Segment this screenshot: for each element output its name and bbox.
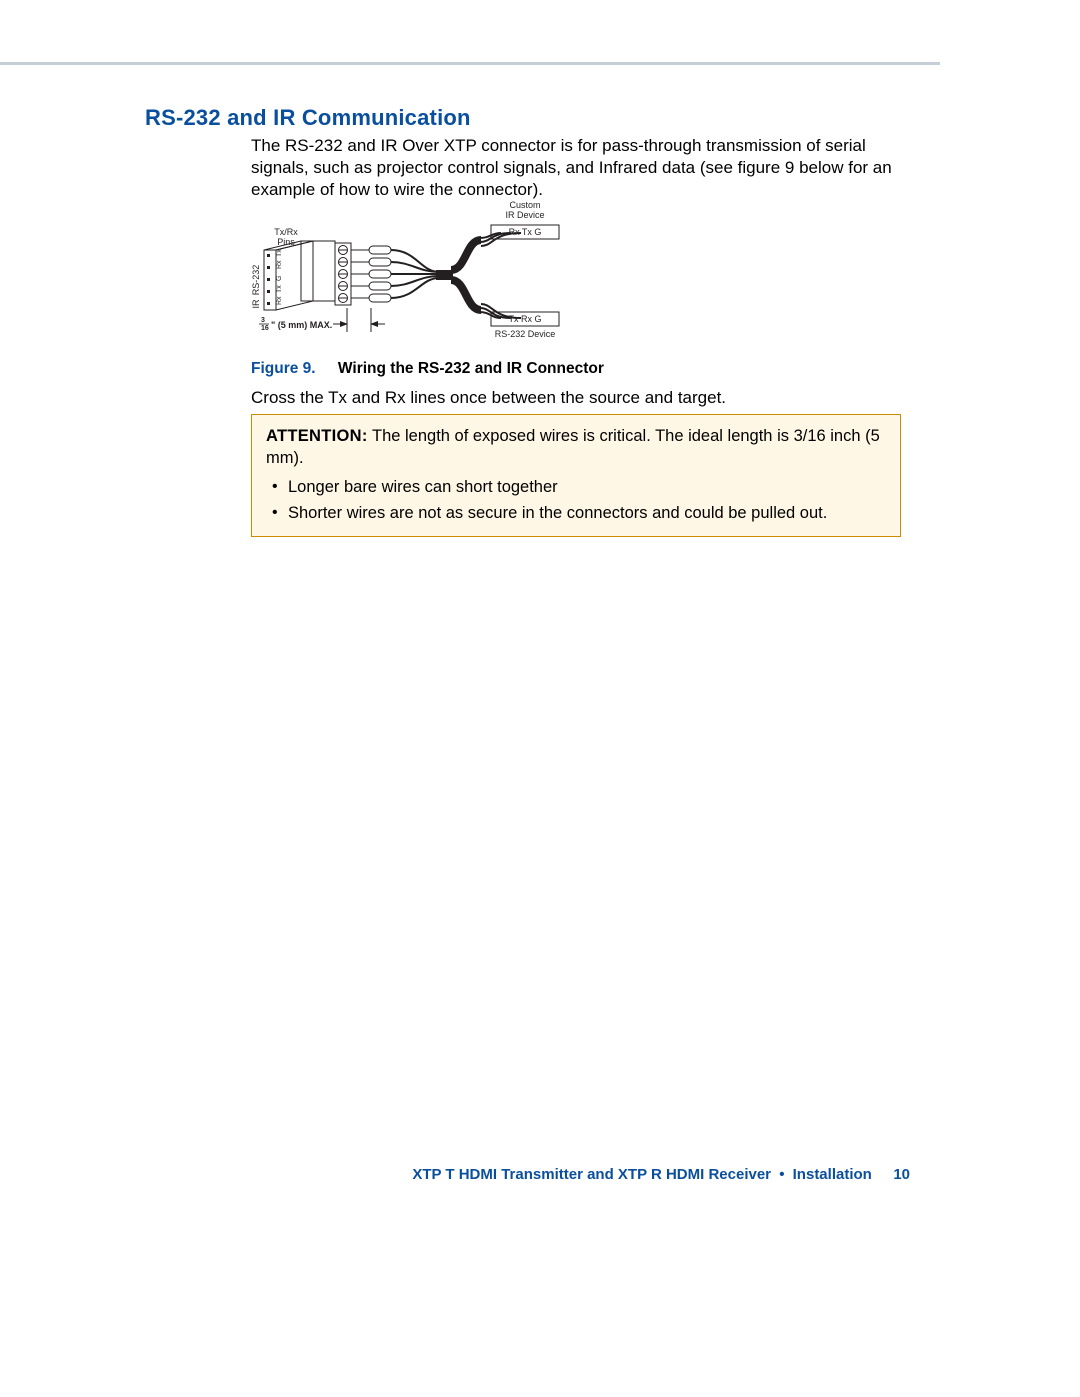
footer-dot: • (779, 1166, 784, 1183)
figure-title: Wiring the RS-232 and IR Connector (338, 360, 604, 377)
footer-product: XTP T HDMI Transmitter and XTP R HDMI Re… (412, 1166, 771, 1183)
attention-bullet-list: Longer bare wires can short together Sho… (266, 476, 886, 525)
figure-number: Figure 9. (251, 360, 316, 377)
label-txrx-pins: Tx/Rx (274, 227, 298, 237)
svg-text:Custom: Custom (509, 200, 540, 210)
bare-wire-stubs (351, 250, 369, 298)
svg-text:IR Device: IR Device (505, 210, 544, 220)
section-heading: RS-232 and IR Communication (145, 105, 471, 131)
svg-text:G: G (276, 276, 283, 281)
cross-tx-rx-note: Cross the Tx and Rx lines once between t… (251, 388, 726, 408)
top-rule (0, 62, 940, 65)
intro-paragraph: The RS-232 and IR Over XTP connector is … (251, 135, 901, 201)
svg-text:Tx Rx G: Tx Rx G (509, 314, 542, 324)
label-side-rs232: RS-232 (251, 265, 261, 296)
attention-label: ATTENTION: (266, 427, 368, 445)
attention-bullet: Longer bare wires can short together (288, 476, 886, 498)
svg-text:Rx: Rx (276, 296, 283, 305)
wire-ferrules (369, 246, 391, 302)
wiring-diagram-svg: .st { stroke:#231f20; fill:none; } .thin… (251, 200, 731, 350)
svg-text:Tx: Tx (276, 285, 283, 293)
page: RS-232 and IR Communication The RS-232 a… (0, 0, 1080, 1397)
attention-bullet: Shorter wires are not as secure in the c… (288, 502, 886, 524)
footer-section: Installation (793, 1166, 872, 1183)
footer-page-number: 10 (876, 1166, 910, 1183)
cable-trunk (391, 233, 521, 318)
attention-box: ATTENTION: The length of exposed wires i… (251, 414, 901, 537)
svg-text:RS-232 Device: RS-232 Device (495, 329, 556, 339)
label-side-ir: IR (251, 299, 261, 309)
page-footer: XTP T HDMI Transmitter and XTP R HDMI Re… (0, 1166, 1080, 1183)
svg-text:Rx Tx G: Rx Tx G (509, 227, 542, 237)
svg-text:Rx: Rx (276, 260, 283, 269)
svg-text:3: 3 (261, 317, 265, 324)
figure-caption: Figure 9. Wiring the RS-232 and IR Conne… (251, 360, 604, 378)
svg-text:" (5 mm) MAX.: " (5 mm) MAX. (271, 320, 332, 330)
wiring-diagram: .st { stroke:#231f20; fill:none; } .thin… (251, 200, 731, 350)
svg-text:Tx: Tx (276, 249, 283, 257)
wire-length-callout: 3 16 " (5 mm) MAX. (259, 308, 385, 332)
svg-text:16: 16 (261, 325, 269, 332)
